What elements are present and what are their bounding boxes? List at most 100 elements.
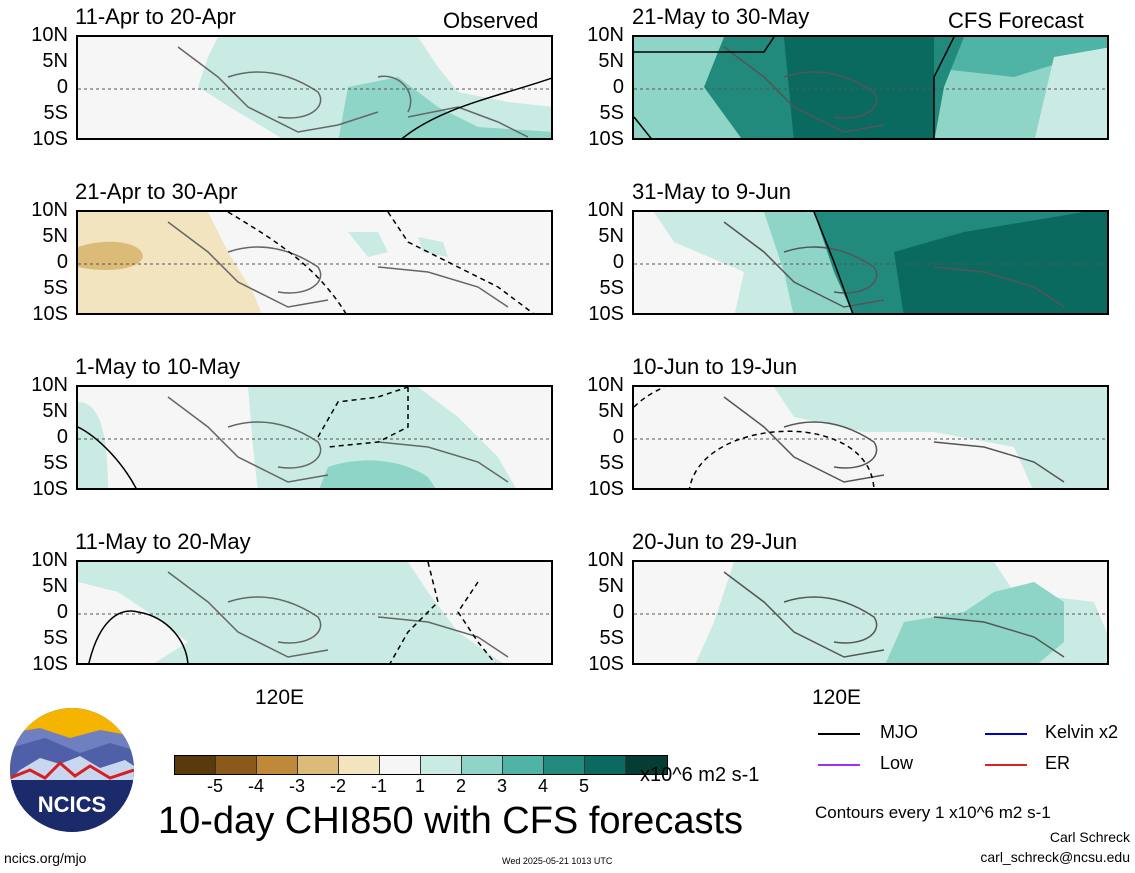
lat-label: 0: [56, 76, 68, 98]
lat-label: 5N: [42, 400, 68, 422]
colorbar-swatch: [257, 756, 298, 774]
colorbar-tick-label: -3: [288, 776, 305, 796]
colorbar-tick-label: 5: [578, 776, 589, 796]
site-url: ncics.org/mjo: [4, 850, 87, 866]
colorbar-tick-label: -5: [206, 776, 223, 796]
legend-kelvin-label: Kelvin x2: [1045, 722, 1119, 742]
colorbar-tick-label: 1: [414, 776, 425, 796]
lat-label: 0: [612, 251, 624, 273]
colorbar-swatch: [544, 756, 585, 774]
lat-label: 0: [612, 601, 624, 623]
lat-label: 0: [56, 426, 68, 448]
panel-title: 20-Jun to 29-Jun: [632, 529, 798, 554]
logo-text: NCICS: [37, 792, 107, 817]
colorbar-swatch: [585, 756, 626, 774]
lat-label: 0: [612, 426, 624, 448]
lat-label: 10S: [588, 303, 624, 325]
map-panel: [76, 35, 553, 140]
colorbar-tick-label: -4: [247, 776, 264, 796]
lat-label: 10N: [587, 374, 624, 396]
lat-label: 10S: [32, 303, 68, 325]
colorbar-swatch: [462, 756, 503, 774]
legend-er-label: ER: [1045, 753, 1071, 773]
lon-label-left: 120E: [255, 686, 305, 709]
lat-label: 10S: [588, 128, 624, 150]
lat-label: 0: [56, 251, 68, 273]
lat-label: 5S: [43, 627, 68, 649]
colorbar-swatch: [339, 756, 380, 774]
colorbar-tick-label: -2: [329, 776, 346, 796]
colorbar-swatch: [503, 756, 544, 774]
panel-title: 1-May to 10-May: [75, 354, 241, 379]
lat-label: 10S: [32, 653, 68, 675]
colorbar-swatch: [626, 756, 667, 774]
lat-label: 5S: [599, 627, 624, 649]
colorbar-swatch: [298, 756, 339, 774]
lon-label-right: 120E: [812, 686, 862, 709]
colorbar-swatch: [175, 756, 216, 774]
map-panel: [76, 385, 553, 490]
panel-tag-cfs-forecast: CFS Forecast: [948, 8, 1084, 33]
lat-label: 10N: [587, 24, 624, 46]
lat-label: 5S: [599, 277, 624, 299]
lat-label: 10N: [31, 24, 68, 46]
lat-label: 10N: [587, 549, 624, 571]
main-title: 10-day CHI850 with CFS forecasts: [158, 800, 744, 842]
legend-er-line: [985, 764, 1027, 766]
lat-label: 5N: [42, 575, 68, 597]
legend-mjo-line: [818, 733, 860, 735]
colorbar-tick-label: -1: [370, 776, 387, 796]
lat-label: 0: [612, 76, 624, 98]
legend-low-line: [818, 764, 860, 766]
email: carl_schreck@ncsu.edu: [980, 849, 1130, 865]
lat-label: 10S: [588, 478, 624, 500]
panel-title: 11-May to 20-May: [75, 529, 251, 554]
lat-label: 5N: [598, 575, 624, 597]
map-panel: [632, 560, 1109, 665]
legend-mjo-label: MJO: [880, 722, 918, 742]
colorbar-tick-label: 2: [455, 776, 466, 796]
lat-label: 0: [56, 601, 68, 623]
lat-label: 5S: [599, 452, 624, 474]
map-panel: [632, 210, 1109, 315]
lat-label: 5S: [43, 452, 68, 474]
colorbar-tick-label: 4: [537, 776, 548, 796]
legend-low-label: Low: [880, 753, 914, 773]
colorbar-swatch: [421, 756, 462, 774]
author: Carl Schreck: [1049, 829, 1130, 845]
contours-note: Contours every 1 x10^6 m2 s-1: [815, 803, 1051, 822]
panel-title: 31-May to 9-Jun: [632, 179, 791, 204]
colorbar-swatch: [380, 756, 421, 774]
lat-label: 10N: [587, 199, 624, 221]
map-panel: [632, 35, 1109, 140]
lat-label: 10N: [31, 199, 68, 221]
ncics-logo: NCICS: [10, 708, 134, 832]
lat-label: 5N: [598, 400, 624, 422]
panel-title: 11-Apr to 20-Apr: [75, 4, 237, 29]
colorbar-units: x10^6 m2 s-1: [640, 764, 760, 786]
lat-label: 5N: [42, 225, 68, 247]
lat-label: 5N: [598, 50, 624, 72]
colorbar-swatch: [216, 756, 257, 774]
lat-label: 10S: [32, 478, 68, 500]
lat-label: 5N: [42, 50, 68, 72]
timestamp: Wed 2025-05-21 1013 UTC: [502, 856, 613, 866]
lat-label: 5S: [43, 102, 68, 124]
legend-kelvin-line: [985, 733, 1027, 735]
map-panel: [76, 210, 553, 315]
lat-label: 10N: [31, 549, 68, 571]
lat-label: 10S: [588, 653, 624, 675]
colorbar: [174, 755, 668, 775]
lat-label: 10S: [32, 128, 68, 150]
panel-title: 21-May to 30-May: [632, 4, 810, 29]
colorbar-tick-label: 3: [496, 776, 507, 796]
map-panel: [76, 560, 553, 665]
map-panel: [632, 385, 1109, 490]
panel-title: 21-Apr to 30-Apr: [75, 179, 238, 204]
panel-tag-observed: Observed: [443, 8, 539, 33]
lat-label: 5S: [43, 277, 68, 299]
lat-label: 5S: [599, 102, 624, 124]
lat-label: 10N: [31, 374, 68, 396]
panel-title: 10-Jun to 19-Jun: [632, 354, 798, 379]
lat-label: 5N: [598, 225, 624, 247]
